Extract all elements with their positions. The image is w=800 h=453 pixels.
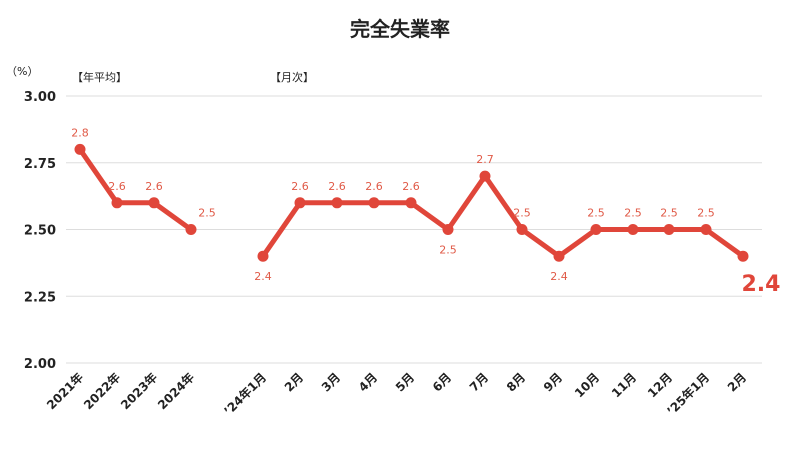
data-point <box>185 224 197 235</box>
data-label: 2.6 <box>291 180 309 193</box>
x-tick-label: 2021年 <box>43 370 86 413</box>
data-point <box>111 197 123 209</box>
x-tick-label: 2月 <box>725 370 749 394</box>
data-point <box>737 250 749 262</box>
data-label: 2.5 <box>439 244 457 257</box>
x-tick-label: 5月 <box>393 370 417 394</box>
series-points <box>74 143 749 262</box>
data-label: 2.7 <box>476 153 494 166</box>
data-label: 2.8 <box>71 126 89 139</box>
x-tick-label: ’24年1月 <box>221 370 270 419</box>
series-line-monthly <box>260 173 746 259</box>
data-point <box>700 224 712 235</box>
data-point <box>331 197 343 209</box>
series-lines <box>77 146 746 259</box>
data-point <box>442 224 454 235</box>
data-label: 2.5 <box>624 207 642 220</box>
x-tick-label: 2022年 <box>80 370 123 413</box>
x-tick-label: 11月 <box>609 370 639 400</box>
data-point <box>553 250 565 262</box>
x-tick-label: 2023年 <box>117 370 160 413</box>
data-point <box>294 197 306 209</box>
data-point <box>516 224 528 235</box>
data-label: 2.4 <box>550 270 568 283</box>
data-point <box>663 224 675 235</box>
x-tick-label: 6月 <box>430 370 454 394</box>
data-point <box>74 143 86 155</box>
data-label: 2.4 <box>254 270 272 283</box>
x-tick-label: 10月 <box>572 370 602 400</box>
data-labels: 2.8 2.6 2.6 2.5 2.4 2.6 2.6 2.6 2.6 2.5 2.7 2.5 2.4 2… <box>71 126 780 297</box>
latest-value-label: 2.4 <box>742 272 781 297</box>
x-tick-label: 2024年 <box>154 370 197 413</box>
data-label: 2.6 <box>402 180 420 193</box>
data-label: 2.6 <box>145 180 163 193</box>
data-point <box>148 197 160 209</box>
x-tick-label: 4月 <box>356 370 380 394</box>
data-label: 2.5 <box>513 207 531 220</box>
data-label: 2.5 <box>198 207 216 220</box>
data-point <box>405 197 417 209</box>
y-tick-label: 3.00 <box>24 90 56 105</box>
y-axis: 3.00 2.75 2.50 2.25 2.00 <box>24 90 56 372</box>
section-label-monthly: 【月次】 <box>270 70 314 84</box>
y-tick-label: 2.25 <box>24 290 56 305</box>
data-point <box>368 197 380 209</box>
section-label-annual: 【年平均】 <box>72 70 127 84</box>
data-label: 2.6 <box>365 180 383 193</box>
y-tick-label: 2.50 <box>24 224 56 239</box>
series-line-annual <box>77 146 194 232</box>
x-tick-label: 7月 <box>467 370 491 394</box>
chart-title: 完全失業率 <box>350 17 450 41</box>
grid-layer <box>66 95 762 364</box>
data-point <box>627 224 639 235</box>
x-tick-label: 12月 <box>645 370 675 400</box>
y-tick-label: 2.00 <box>24 357 56 372</box>
x-tick-label: 2月 <box>282 370 306 394</box>
data-point <box>257 250 269 262</box>
data-label: 2.5 <box>660 207 678 220</box>
data-point <box>590 224 602 235</box>
x-tick-label: 3月 <box>319 370 343 394</box>
x-tick-label: 8月 <box>504 370 528 394</box>
y-tick-label: 2.75 <box>24 157 56 172</box>
data-label: 2.6 <box>108 180 126 193</box>
data-label: 2.5 <box>587 207 605 220</box>
data-label: 2.6 <box>328 180 346 193</box>
data-label: 2.5 <box>697 207 715 220</box>
x-tick-label: 9月 <box>541 370 565 394</box>
y-unit-label: （%） <box>6 65 38 78</box>
data-point <box>479 170 491 182</box>
